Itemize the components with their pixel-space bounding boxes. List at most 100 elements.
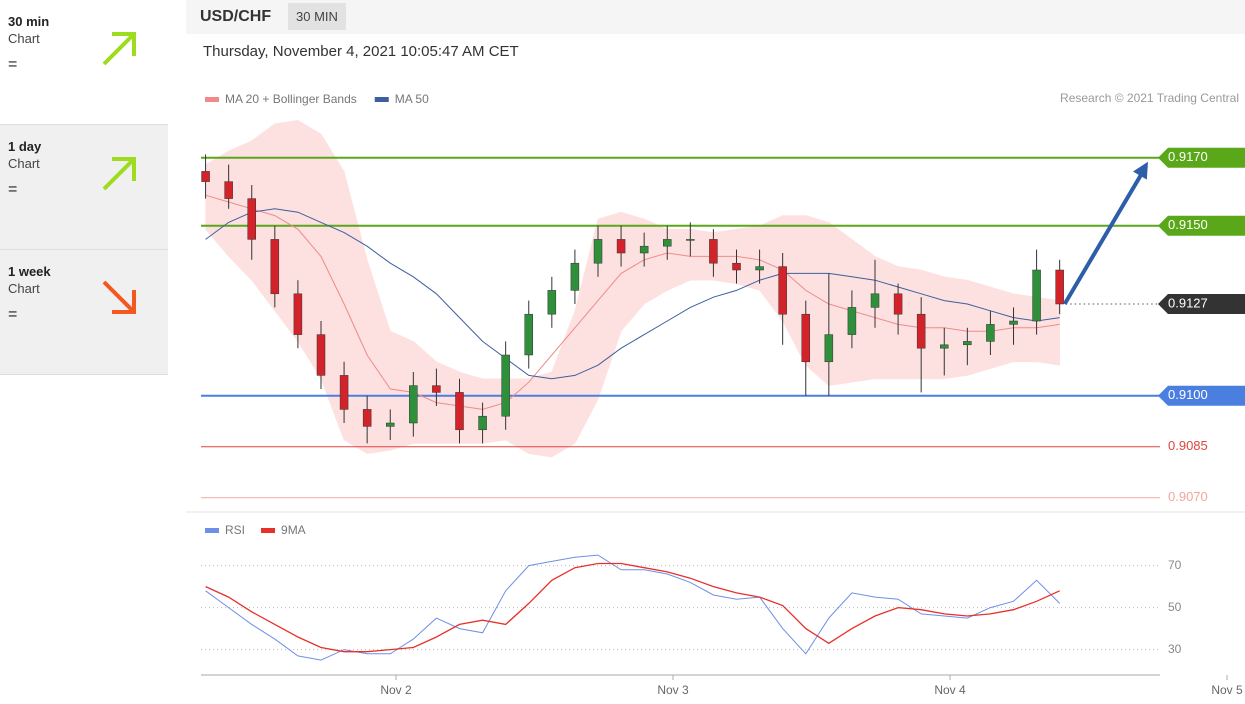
arrow-shaft	[102, 157, 136, 191]
timeframe-subtitle: Chart	[8, 281, 40, 296]
candle-body	[686, 239, 695, 241]
forecast-arrow-head	[1133, 161, 1148, 180]
candle-body	[709, 239, 718, 264]
level-tag	[1158, 294, 1245, 314]
level-tag	[1158, 385, 1245, 406]
candle-body	[916, 313, 926, 349]
credit: Research © 2021 Trading Central	[1060, 91, 1239, 105]
arrow-head	[112, 157, 136, 181]
candle-body	[478, 415, 487, 431]
candle-body	[940, 344, 949, 349]
candle-body	[593, 239, 603, 264]
candle-body	[847, 307, 857, 335]
level-label: 0.9085	[1168, 438, 1208, 453]
x-tick-label: Nov 4	[934, 683, 966, 697]
arrow-head	[112, 290, 136, 314]
legend-label: MA 50	[395, 92, 429, 106]
header: USD/CHF 30 MIN	[186, 0, 1245, 34]
candle-body	[293, 293, 303, 335]
main-panel: USD/CHF 30 MIN	[186, 0, 1245, 704]
candle-body	[570, 262, 580, 291]
timeframe-title: 30 min	[8, 14, 50, 29]
bollinger-band	[551, 310, 576, 458]
candle-body	[501, 354, 510, 417]
y-tick-label: 50	[1168, 600, 1182, 614]
level-label: 0.9100	[1168, 387, 1208, 402]
candle-body	[963, 341, 972, 346]
trend-arrow	[102, 280, 136, 314]
candle-body	[801, 313, 811, 363]
timeframe-item[interactable]: 1 day Chart =	[0, 125, 168, 250]
candle-body	[386, 422, 395, 427]
bollinger-band	[205, 150, 229, 258]
timeframe-item[interactable]: 1 week Chart =	[0, 250, 168, 375]
candle-body	[893, 293, 903, 315]
candle-body	[870, 293, 880, 308]
candle-body	[362, 409, 372, 427]
x-tick-label: Nov 2	[380, 683, 412, 697]
rsi-line	[205, 554, 1061, 661]
legend-swatch	[205, 97, 219, 102]
legend-swatch	[374, 97, 389, 102]
level-tag	[1158, 147, 1245, 168]
bollinger-band	[943, 276, 968, 380]
timeframe-sign: =	[8, 181, 18, 198]
candle-body	[432, 385, 441, 393]
bollinger-band	[666, 228, 691, 291]
candle-body	[409, 385, 418, 424]
interval-pill[interactable]: 30 MIN	[288, 3, 346, 30]
candle-body	[616, 239, 626, 254]
candle-body	[1032, 269, 1041, 322]
candle-body	[270, 239, 280, 295]
candle-body	[524, 313, 534, 356]
x-tick-label: Nov 5	[1211, 683, 1243, 697]
level-tag	[1158, 215, 1245, 236]
level-label: 0.9170	[1168, 149, 1208, 164]
legend-label: 9MA	[281, 523, 306, 537]
legend-swatch	[261, 528, 276, 533]
candle-body	[663, 239, 672, 247]
candle-body	[732, 262, 741, 271]
y-tick-label: 30	[1168, 642, 1182, 656]
trend-arrow	[102, 157, 136, 191]
forecast-arrow	[1062, 168, 1146, 306]
candle-body	[201, 171, 210, 182]
x-tick-label: Nov 3	[657, 683, 689, 697]
candle-body	[316, 334, 326, 376]
candle-body	[224, 181, 233, 199]
symbol: USD/CHF	[200, 8, 272, 25]
timeframe-title: 1 day	[8, 139, 42, 154]
legend-label: RSI	[225, 523, 245, 537]
bollinger-band	[528, 371, 553, 458]
level-label: 0.9150	[1168, 217, 1208, 232]
sidebar: 30 min Chart = 1 day Chart = 1 week Chart =	[0, 0, 168, 375]
bollinger-band	[874, 255, 899, 380]
timeframe-item[interactable]: 30 min Chart =	[0, 0, 168, 125]
y-tick-label: 70	[1168, 558, 1182, 572]
candle-body	[755, 266, 764, 271]
legend-label: MA 20 + Bollinger Bands	[225, 92, 357, 106]
timeframe-subtitle: Chart	[8, 156, 40, 171]
candle-body	[824, 334, 834, 363]
bollinger-band	[643, 218, 668, 305]
candle-body	[1055, 269, 1064, 305]
trend-arrow	[102, 32, 136, 66]
timeframe-sign: =	[8, 56, 18, 73]
candle-body	[455, 392, 464, 431]
arrow-shaft	[102, 280, 136, 314]
candle-body	[547, 290, 557, 315]
timeframe-subtitle: Chart	[8, 31, 40, 46]
candle-body	[247, 198, 256, 240]
legend-swatch	[205, 528, 219, 533]
candle-body	[986, 324, 995, 342]
bollinger-band	[1036, 296, 1060, 366]
rsi-line	[205, 562, 1060, 653]
arrow-head	[112, 32, 136, 56]
timestamp: Thursday, November 4, 2021 10:05:47 AM C…	[203, 43, 519, 60]
candle-body	[778, 266, 787, 315]
arrow-shaft	[102, 32, 136, 66]
timeframe-sign: =	[8, 306, 18, 323]
level-label: 0.9070	[1168, 489, 1208, 504]
moving-average	[205, 208, 1060, 380]
